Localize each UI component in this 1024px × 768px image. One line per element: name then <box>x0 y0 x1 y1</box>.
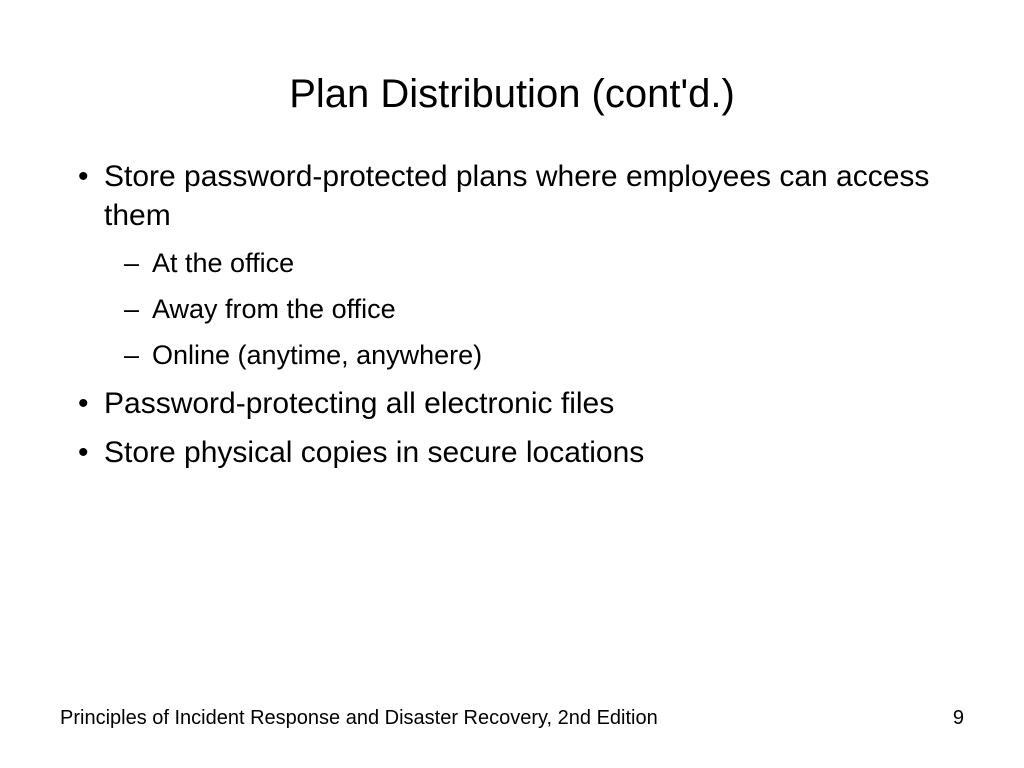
bullet-item: Store password-protected plans where emp… <box>70 157 954 374</box>
bullet-text: Store password-protected plans where emp… <box>104 160 929 232</box>
slide-footer: Principles of Incident Response and Disa… <box>0 707 1024 730</box>
slide-content: Store password-protected plans where emp… <box>0 157 1024 472</box>
main-bullet-list: Store password-protected plans where emp… <box>70 157 954 472</box>
sub-bullet-item: Online (anytime, anywhere) <box>104 337 954 375</box>
bullet-text: Store physical copies in secure location… <box>104 436 644 469</box>
sub-bullet-list: At the office Away from the office Onlin… <box>104 245 954 374</box>
page-number: 9 <box>953 707 964 730</box>
sub-bullet-item: At the office <box>104 245 954 283</box>
bullet-item: Store physical copies in secure location… <box>70 433 954 472</box>
bullet-item: Password-protecting all electronic files <box>70 384 954 423</box>
sub-bullet-item: Away from the office <box>104 291 954 329</box>
slide-title: Plan Distribution (cont'd.) <box>0 0 1024 157</box>
footer-text: Principles of Incident Response and Disa… <box>60 707 658 730</box>
bullet-text: Password-protecting all electronic files <box>104 387 614 420</box>
